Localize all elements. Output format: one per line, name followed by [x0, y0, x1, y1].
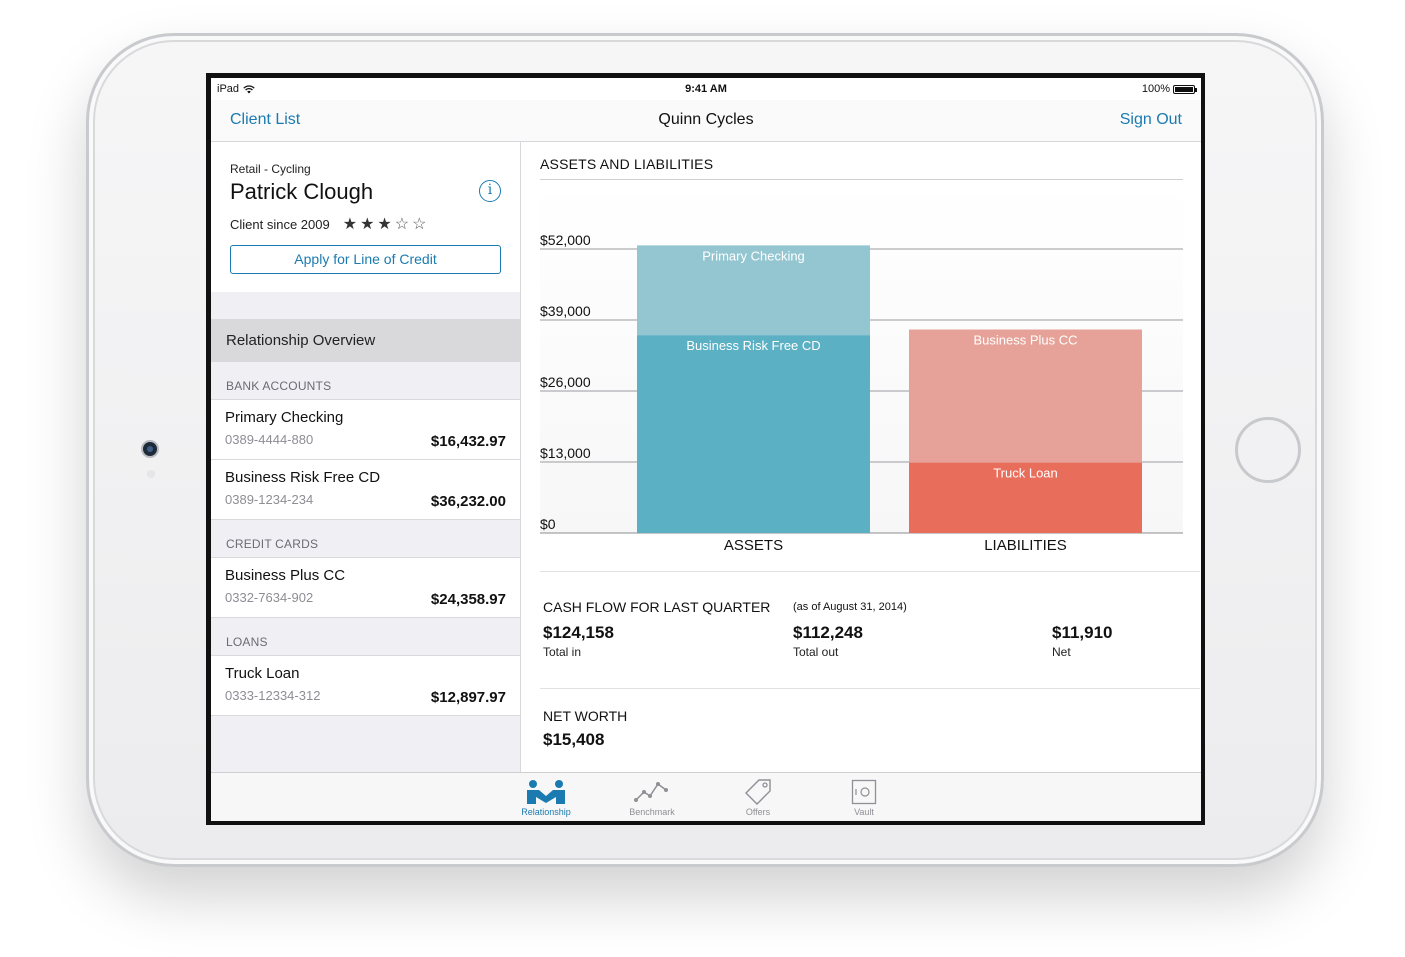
- carrier-label: iPad: [217, 83, 240, 95]
- status-bar: iPad 9:41 AM 100%: [211, 78, 1201, 100]
- bar-segment-label: Primary Checking: [702, 248, 805, 263]
- bar-segment-label: Business Risk Free CD: [686, 338, 820, 353]
- tab-benchmark-label: Benchmark: [629, 807, 675, 817]
- sign-out-button[interactable]: Sign Out: [1119, 111, 1182, 128]
- account-balance: $36,232.00: [430, 493, 506, 510]
- x-category-label: LIABILITIES: [984, 537, 1067, 554]
- assets-liabilities-chart: $0 $13,000 $26,000 $39,000 $52,000 Business R…: [540, 179, 1183, 554]
- tab-relationship[interactable]: Relationship: [506, 777, 586, 817]
- account-group: Truck Loan 0333-12334-312 $12,897.97: [211, 655, 520, 716]
- account-balance: $16,432.97: [430, 433, 506, 450]
- page-title: Quinn Cycles: [658, 111, 754, 128]
- net-worth-value: $15,408: [543, 730, 605, 749]
- bar-segment-label: Business Plus CC: [973, 333, 1077, 348]
- star-empty-icon: ☆: [394, 216, 413, 233]
- account-row[interactable]: Truck Loan 0333-12334-312 $12,897.97: [211, 655, 520, 715]
- sidebar: Retail - Cycling Patrick Clough i Client…: [211, 142, 521, 772]
- account-number: 0389-4444-880: [225, 432, 314, 447]
- account-number: 0389-1234-234: [225, 492, 314, 507]
- safe-icon: [851, 779, 877, 805]
- net-worth-title: NET WORTH: [543, 708, 628, 724]
- chart-svg: $0 $13,000 $26,000 $39,000 $52,000 Business R…: [540, 232, 1183, 554]
- apply-line-of-credit-button[interactable]: Apply for Line of Credit: [230, 245, 501, 274]
- star-filled-icon: ★: [342, 216, 361, 233]
- account-name: Truck Loan: [225, 665, 300, 682]
- section-header: LOANS: [226, 635, 268, 649]
- star-filled-icon: ★: [360, 216, 378, 233]
- section-header: CREDIT CARDS: [226, 537, 319, 551]
- tab-relationship-label: Relationship: [521, 807, 571, 817]
- battery-icon: [1173, 84, 1197, 94]
- battery-group: 100%: [1141, 83, 1197, 95]
- cash-flow-section: CASH FLOW FOR LAST QUARTER (as of August…: [540, 571, 1200, 689]
- line-chart-icon: [634, 782, 668, 802]
- bar-segment[interactable]: [909, 462, 1142, 533]
- clock: 9:41 AM: [685, 83, 727, 95]
- total-in-value: $124,158: [543, 623, 614, 642]
- y-tick-label: $52,000: [540, 232, 591, 248]
- account-row[interactable]: Business Risk Free CD 0389-1234-234 $36,23…: [211, 459, 520, 519]
- client-since: Client since 2009: [230, 216, 330, 232]
- client-list-button[interactable]: Client List: [230, 111, 301, 128]
- section-header: BANK ACCOUNTS: [226, 379, 332, 393]
- star-rating: ★★★☆☆: [343, 214, 430, 234]
- account-name: Business Plus CC: [225, 567, 346, 584]
- carrier-group: iPad: [217, 83, 255, 95]
- chart-title: ASSETS AND LIABILITIES: [540, 156, 714, 172]
- cash-flow-date: (as of August 31, 2014): [793, 601, 907, 613]
- tab-offers-label: Offers: [745, 807, 771, 817]
- client-name: Patrick Clough: [230, 179, 374, 204]
- cash-flow-title: CASH FLOW FOR LAST QUARTER: [543, 599, 771, 615]
- tab-bar: Relationship Benchmark: [211, 772, 1201, 821]
- info-icon[interactable]: i: [479, 180, 501, 202]
- client-profile: Retail - Cycling Patrick Clough i Client…: [211, 142, 520, 292]
- navigation-bar: Client List Quinn Cycles Sign Out: [211, 100, 1201, 142]
- bar-segment-label: Truck Loan: [993, 466, 1058, 481]
- relationship-overview-item[interactable]: Relationship Overview: [211, 319, 520, 362]
- account-name: Business Risk Free CD: [225, 469, 381, 486]
- y-tick-label: $39,000: [540, 303, 591, 319]
- account-group: Business Plus CC 0332-7634-902 $24,358.97: [211, 557, 520, 618]
- total-out-label: Total out: [793, 645, 839, 659]
- account-group: Primary Checking 0389-4444-880 $16,432.97 B…: [211, 399, 520, 520]
- account-number: 0333-12334-312: [225, 688, 321, 703]
- app-window: iPad 9:41 AM 100% Client List Quinn Cycl…: [211, 78, 1201, 821]
- net-worth-section: NET WORTH $15,408: [540, 688, 1200, 772]
- account-name: Primary Checking: [225, 409, 344, 426]
- star-filled-icon: ★: [377, 216, 395, 233]
- total-in-label: Total in: [543, 645, 582, 659]
- bar-segment[interactable]: [637, 245, 870, 336]
- client-since-row: Client since 2009 ★★★☆☆: [230, 214, 501, 234]
- account-list: BANK ACCOUNTS Primary Checking 0389-4444-8…: [211, 362, 520, 716]
- battery-percent: 100%: [1141, 83, 1170, 95]
- star-empty-icon: ☆: [412, 216, 430, 233]
- tab-offers[interactable]: Offers: [718, 777, 798, 817]
- net-label: Net: [1052, 645, 1071, 659]
- tab-benchmark[interactable]: Benchmark: [612, 777, 692, 817]
- bar-segment[interactable]: [909, 329, 1142, 463]
- account-row[interactable]: Primary Checking 0389-4444-880 $16,432.97: [211, 399, 520, 459]
- bar-segment[interactable]: [637, 335, 870, 533]
- screen: iPad 9:41 AM 100% Client List Quinn Cycl…: [206, 73, 1205, 825]
- total-out-value: $112,248: [793, 623, 863, 642]
- y-tick-label: $26,000: [540, 374, 591, 390]
- wifi-icon: [243, 84, 255, 93]
- y-tick-label: $13,000: [540, 445, 591, 461]
- home-button[interactable]: [1235, 417, 1301, 483]
- y-tick-label: $0: [540, 516, 556, 532]
- tab-vault[interactable]: Vault: [824, 777, 904, 817]
- tag-icon: [745, 779, 771, 805]
- handshake-icon: [527, 780, 565, 804]
- account-balance: $12,897.97: [430, 689, 506, 706]
- x-category-label: ASSETS: [724, 537, 783, 554]
- client-segment: Retail - Cycling: [230, 162, 311, 176]
- net-value: $11,910: [1052, 623, 1113, 642]
- sensor-dot: [147, 470, 155, 478]
- account-balance: $24,358.97: [430, 591, 506, 608]
- account-row[interactable]: Business Plus CC 0332-7634-902 $24,358.97: [211, 557, 520, 617]
- camera-icon: [141, 440, 159, 458]
- account-number: 0332-7634-902: [225, 590, 314, 605]
- tab-vault-label: Vault: [854, 807, 874, 817]
- main-content: ASSETS AND LIABILITIES $0 $13,000 $26,000 $…: [521, 142, 1201, 772]
